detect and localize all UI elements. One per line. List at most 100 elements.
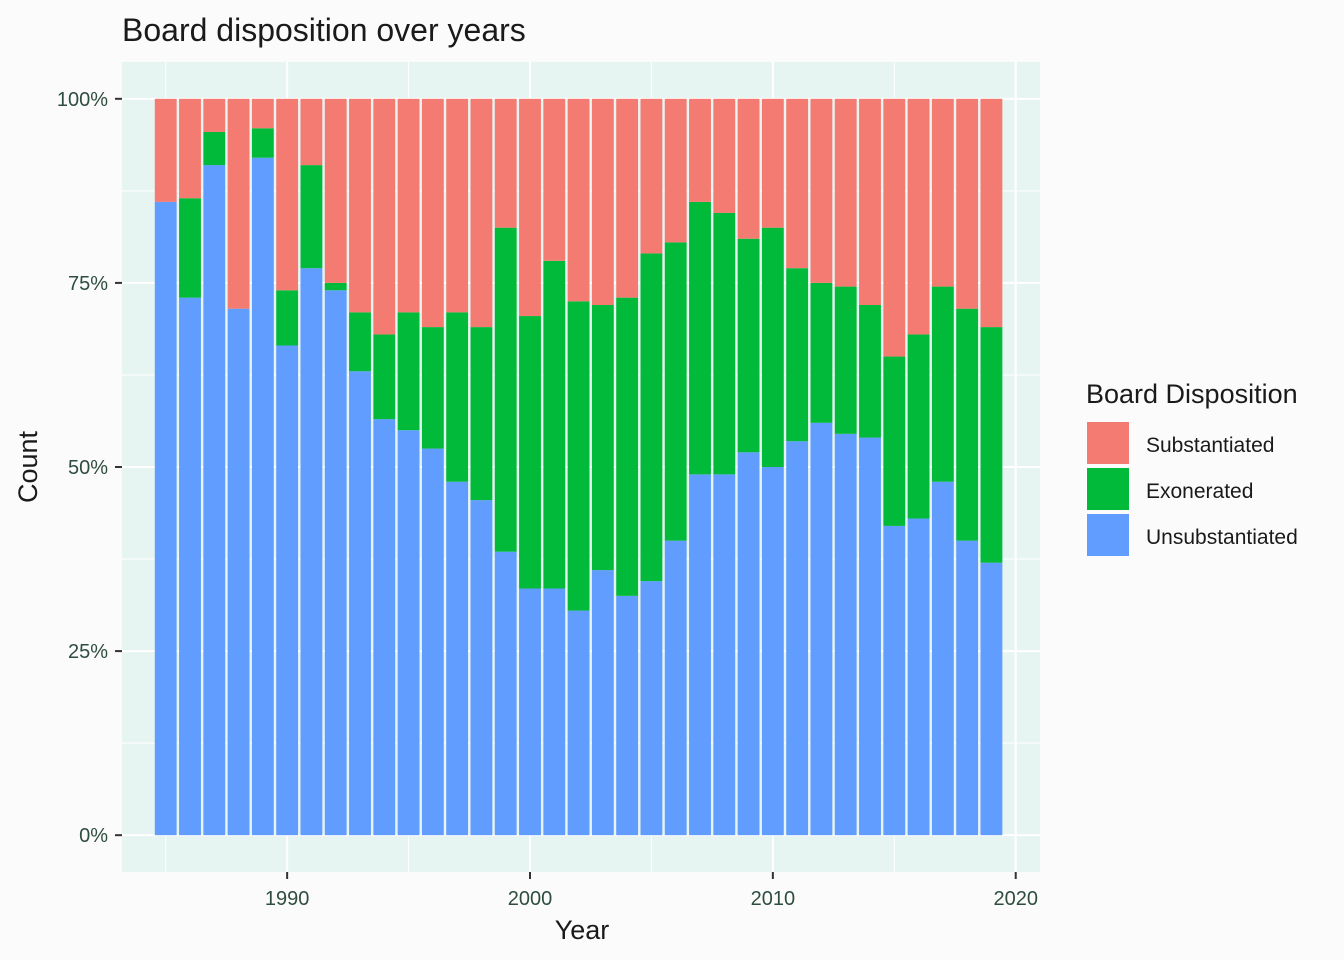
bar-segment-unsubstantiated-2015 xyxy=(883,526,905,835)
legend-key-unsubstantiated xyxy=(1087,514,1129,556)
y-tick-label: 25% xyxy=(68,641,108,663)
bar-segment-substantiated-2013 xyxy=(835,99,857,287)
bar-segment-substantiated-1998 xyxy=(471,99,493,327)
bar-segment-substantiated-1995 xyxy=(398,99,420,313)
bar-segment-substantiated-1999 xyxy=(495,99,517,228)
legend-key-exonerated xyxy=(1087,468,1129,510)
bar-segment-substantiated-1997 xyxy=(446,99,468,313)
bar-segment-unsubstantiated-2018 xyxy=(956,541,978,836)
bar-segment-exonerated-2019 xyxy=(981,327,1003,563)
bar-segment-substantiated-1994 xyxy=(373,99,395,335)
bar-segment-substantiated-2009 xyxy=(738,99,760,239)
bar-segment-unsubstantiated-2014 xyxy=(859,438,881,836)
bar-segment-unsubstantiated-2008 xyxy=(713,474,735,835)
bar-segment-exonerated-2018 xyxy=(956,309,978,541)
bar-segment-unsubstantiated-1998 xyxy=(471,500,493,835)
bar-segment-unsubstantiated-1996 xyxy=(422,449,444,836)
bar-segment-substantiated-1987 xyxy=(203,99,225,132)
bar-segment-substantiated-2006 xyxy=(665,99,687,243)
bar-segment-unsubstantiated-1990 xyxy=(276,346,298,836)
bar-segment-exonerated-1999 xyxy=(495,228,517,552)
bar-segment-exonerated-1993 xyxy=(349,312,371,371)
legend-title: Board Disposition xyxy=(1086,379,1298,409)
bar-segment-exonerated-1990 xyxy=(276,290,298,345)
bar-segment-exonerated-1994 xyxy=(373,334,395,419)
bar-segment-exonerated-2015 xyxy=(883,357,905,526)
bar-segment-substantiated-2005 xyxy=(641,99,663,254)
bar-segment-substantiated-2000 xyxy=(519,99,541,316)
bar-segment-substantiated-2019 xyxy=(981,99,1003,327)
bar-segment-substantiated-1986 xyxy=(179,99,201,198)
bar-segment-substantiated-2016 xyxy=(908,99,930,335)
bar-segment-exonerated-1998 xyxy=(471,327,493,500)
bar-segment-substantiated-2008 xyxy=(713,99,735,213)
bar-segment-exonerated-2004 xyxy=(616,298,638,596)
bar-segment-unsubstantiated-1988 xyxy=(228,309,250,836)
bar-segment-exonerated-1996 xyxy=(422,327,444,449)
x-axis: 1990 2000 2010 2020 xyxy=(265,872,1038,910)
bar-segment-substantiated-2018 xyxy=(956,99,978,309)
bar-segment-unsubstantiated-1985 xyxy=(155,202,177,835)
bar-segment-exonerated-2016 xyxy=(908,334,930,518)
bar-segment-substantiated-2004 xyxy=(616,99,638,298)
bar-segment-unsubstantiated-1987 xyxy=(203,165,225,835)
bar-segment-exonerated-2001 xyxy=(543,261,565,589)
bar-segment-exonerated-1997 xyxy=(446,312,468,481)
bar-segment-exonerated-2010 xyxy=(762,228,784,467)
y-tick-label: 0% xyxy=(79,825,108,847)
bar-segment-unsubstantiated-1995 xyxy=(398,430,420,835)
bar-segment-substantiated-1989 xyxy=(252,99,274,128)
bar-segment-unsubstantiated-2000 xyxy=(519,589,541,836)
bar-segment-exonerated-2011 xyxy=(786,268,808,441)
bar-segment-unsubstantiated-1991 xyxy=(301,268,323,835)
bar-segment-exonerated-2017 xyxy=(932,287,954,482)
bar-segment-unsubstantiated-1989 xyxy=(252,158,274,835)
x-tick-label: 2000 xyxy=(508,888,553,910)
y-tick-label: 100% xyxy=(57,89,108,111)
bar-segment-substantiated-1988 xyxy=(228,99,250,309)
bar-segment-exonerated-2014 xyxy=(859,305,881,438)
bar-segment-substantiated-2017 xyxy=(932,99,954,287)
bar-segment-exonerated-1986 xyxy=(179,198,201,297)
bar-segment-unsubstantiated-2007 xyxy=(689,474,711,835)
bar-segment-substantiated-2002 xyxy=(568,99,590,302)
bar-segment-unsubstantiated-1993 xyxy=(349,371,371,835)
bar-segment-substantiated-1991 xyxy=(301,99,323,165)
x-tick-label: 2010 xyxy=(751,888,796,910)
bar-segment-substantiated-2012 xyxy=(811,99,833,283)
bar-segment-unsubstantiated-2004 xyxy=(616,596,638,835)
legend-label-unsubstantiated: Unsubstantiated xyxy=(1146,526,1298,549)
bar-segment-exonerated-1995 xyxy=(398,312,420,430)
y-tick-label: 50% xyxy=(68,457,108,479)
bar-segment-exonerated-2008 xyxy=(713,213,735,474)
bar-segment-exonerated-2005 xyxy=(641,253,663,581)
bar-segment-substantiated-1992 xyxy=(325,99,347,283)
chart-title: Board disposition over years xyxy=(122,12,526,48)
x-axis-title: Year xyxy=(555,915,610,945)
y-axis: 0% 25% 50% 75% 100% xyxy=(57,89,122,847)
bar-segment-unsubstantiated-1994 xyxy=(373,419,395,835)
bar-segment-substantiated-1990 xyxy=(276,99,298,290)
bar-segment-unsubstantiated-2013 xyxy=(835,434,857,835)
legend: Board Disposition Substantiated Exonerate… xyxy=(1086,379,1298,556)
bar-segment-exonerated-2006 xyxy=(665,242,687,540)
bar-segment-exonerated-1992 xyxy=(325,283,347,290)
bar-segment-unsubstantiated-2017 xyxy=(932,482,954,835)
bar-segment-exonerated-1989 xyxy=(252,128,274,157)
bar-segment-exonerated-2013 xyxy=(835,287,857,434)
bar-segment-unsubstantiated-2002 xyxy=(568,611,590,836)
bar-segment-unsubstantiated-2011 xyxy=(786,441,808,835)
bars xyxy=(155,99,1003,835)
bar-segment-unsubstantiated-2005 xyxy=(641,581,663,835)
y-tick-label: 75% xyxy=(68,273,108,295)
bar-segment-substantiated-1996 xyxy=(422,99,444,327)
bar-segment-substantiated-1985 xyxy=(155,99,177,202)
legend-key-substantiated xyxy=(1087,422,1129,464)
x-tick-label: 1990 xyxy=(265,888,310,910)
bar-segment-substantiated-2001 xyxy=(543,99,565,261)
bar-segment-exonerated-2002 xyxy=(568,301,590,610)
bar-segment-substantiated-2010 xyxy=(762,99,784,228)
bar-segment-unsubstantiated-2010 xyxy=(762,467,784,835)
legend-label-exonerated: Exonerated xyxy=(1146,480,1253,503)
